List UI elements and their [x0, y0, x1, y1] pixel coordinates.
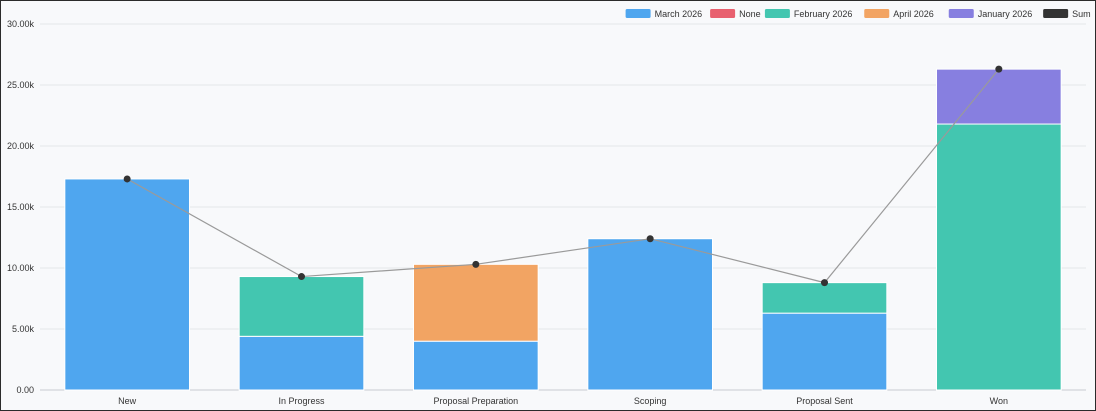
legend-label[interactable]: February 2026: [794, 9, 853, 19]
bar-segment[interactable]: [936, 68, 1062, 125]
legend-swatch[interactable]: [764, 9, 790, 18]
y-axis-ticks: 0.00 5.00k 10.00k 15.00k 20.00k 25.00k 30.00k: [7, 19, 35, 395]
y-tick-label: 20.00k: [7, 141, 35, 151]
y-tick-label: 10.00k: [7, 263, 35, 273]
sum-line-path: [126, 68, 1000, 284]
x-tick-label: Proposal Preparation: [434, 396, 519, 406]
sum-point[interactable]: [298, 273, 305, 281]
legend-swatch[interactable]: [625, 9, 651, 18]
legend-label[interactable]: January 2026: [978, 9, 1033, 19]
legend-swatch[interactable]: [710, 9, 736, 18]
y-tick-label: 15.00k: [7, 202, 35, 212]
sum-line: [123, 65, 1003, 287]
x-axis-ticks: New In Progress Proposal Preparation Scopin…: [118, 396, 1008, 406]
legend-swatch[interactable]: [1043, 9, 1069, 18]
y-tick-label: 5.00k: [12, 324, 35, 334]
bar-segment[interactable]: [238, 276, 365, 337]
x-tick-label: New: [118, 396, 137, 406]
bar-segment[interactable]: [761, 312, 888, 391]
sum-point[interactable]: [123, 175, 131, 183]
sum-point[interactable]: [646, 235, 654, 243]
y-tick-label: 0.00: [16, 385, 34, 395]
legend-label[interactable]: Sum: [1072, 9, 1091, 19]
bar-segment[interactable]: [413, 263, 539, 342]
bar-segment[interactable]: [761, 282, 888, 314]
y-tick-label: 30.00k: [7, 19, 35, 29]
bar-segment[interactable]: [936, 123, 1062, 391]
grid-lines: [40, 23, 1086, 391]
x-tick-label: Scoping: [634, 396, 667, 406]
sum-point[interactable]: [995, 65, 1003, 73]
legend-label[interactable]: March 2026: [655, 9, 703, 19]
legend-label[interactable]: April 2026: [893, 9, 934, 19]
x-tick-label: Proposal Sent: [796, 396, 853, 406]
bar-segment[interactable]: [64, 178, 190, 391]
bars: [64, 68, 1062, 391]
y-tick-label: 25.00k: [7, 80, 35, 90]
bar-segment[interactable]: [587, 238, 713, 391]
legend-swatch[interactable]: [864, 9, 890, 18]
x-tick-label: Won: [990, 396, 1008, 406]
bar-segment[interactable]: [413, 340, 539, 391]
sum-point[interactable]: [821, 279, 828, 287]
legend-swatch[interactable]: [948, 9, 974, 18]
legend-label[interactable]: None: [739, 9, 761, 19]
x-tick-label: In Progress: [278, 396, 325, 406]
legend: March 2026 None February 2026 April 2026 Jan…: [625, 9, 1091, 19]
bar-segment[interactable]: [238, 335, 365, 391]
sum-point[interactable]: [472, 260, 480, 268]
